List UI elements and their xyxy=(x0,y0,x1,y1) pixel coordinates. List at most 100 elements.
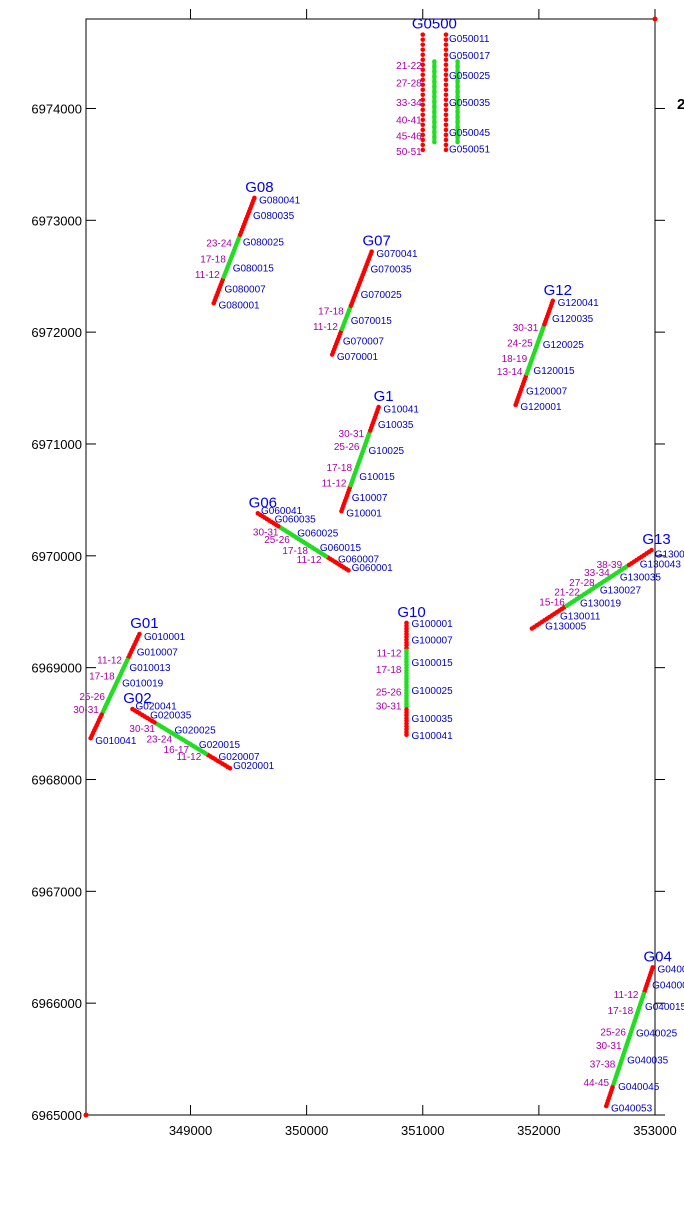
pair-label: 44-45 xyxy=(583,1078,609,1089)
station-label: G020025 xyxy=(175,725,217,736)
grid-station-point xyxy=(432,74,437,79)
grid-station-point xyxy=(455,119,460,125)
grid-station-point xyxy=(455,59,460,64)
grid-station-point xyxy=(455,64,460,69)
grid-station-point xyxy=(443,72,449,78)
pair-label: 30-31 xyxy=(253,528,279,539)
grid-station-label: G050017 xyxy=(449,51,491,62)
plot-frame xyxy=(85,18,656,1116)
line-g1: G10001 G10007 G10015 G10025 G10035 G10041 11-1… xyxy=(322,388,420,519)
grid-station-point xyxy=(420,97,426,103)
grid-station-point xyxy=(420,67,426,73)
line-name-label: G1 xyxy=(374,388,394,405)
grid-station-point xyxy=(420,57,426,62)
plot-axes: 349000 350000 351000 352000 353000 6965000 696… xyxy=(31,9,677,1138)
grid-station-point xyxy=(432,104,437,110)
station-label: G020035 xyxy=(150,711,192,722)
grid-station-point xyxy=(432,139,437,145)
station-label: G130011 xyxy=(560,612,601,623)
y-tick-label: 6973000 xyxy=(31,213,82,228)
station-label: G060041 xyxy=(261,506,303,517)
grid-station-point xyxy=(443,112,449,118)
x-tick-label: 351000 xyxy=(401,1123,444,1138)
grid-station-point xyxy=(455,74,460,79)
station-point xyxy=(649,547,654,553)
grid-station-point xyxy=(455,139,460,145)
grid-station-point xyxy=(443,122,449,128)
line-name-label: G07 xyxy=(362,233,390,250)
y-tick-label: 6967000 xyxy=(31,884,82,899)
line-name-label: G04 xyxy=(643,948,671,965)
x-tick-label: 349000 xyxy=(169,1123,212,1138)
station-label: G10015 xyxy=(359,472,395,483)
y-tick-label: 6974000 xyxy=(31,101,82,116)
pair-label: 21-22 xyxy=(554,588,580,599)
pair-label: 17-18 xyxy=(282,546,308,557)
grid-station-point xyxy=(420,62,426,68)
grid-station-point xyxy=(455,104,460,110)
station-label: G120001 xyxy=(520,402,562,413)
station-label: G040025 xyxy=(636,1029,678,1040)
grid-station-point xyxy=(420,77,426,83)
y-tick-label: 6970000 xyxy=(31,549,82,564)
grid-pair-label: 45-46 xyxy=(396,131,422,142)
pair-label: 25-26 xyxy=(334,442,360,453)
station-point xyxy=(404,732,409,738)
grid-station-point xyxy=(443,92,449,98)
grid-station-point xyxy=(420,32,426,37)
station-label: G070025 xyxy=(361,290,403,301)
pair-label: 16-17 xyxy=(164,745,190,756)
station-label: G020001 xyxy=(233,761,275,772)
grid-station-point xyxy=(420,72,426,78)
grid-station-point xyxy=(443,97,449,103)
station-label: G070015 xyxy=(351,316,393,327)
grid-station-point xyxy=(455,129,460,135)
grid-station-point xyxy=(420,127,426,133)
line-name-label: G10 xyxy=(397,604,425,621)
line-name-label: G08 xyxy=(245,179,273,196)
grid-station-point xyxy=(432,114,437,120)
pair-label: 38-39 xyxy=(597,560,623,571)
grid-station-point xyxy=(432,79,437,84)
grid-station-label: G050051 xyxy=(449,145,491,156)
grid-station-point xyxy=(432,59,437,64)
station-label: G10035 xyxy=(378,420,414,431)
grid-station-point xyxy=(432,64,437,69)
y-tick-label: 6966000 xyxy=(31,996,82,1011)
station-label: G080007 xyxy=(225,285,267,296)
grid-pair-label: 50-51 xyxy=(396,147,422,158)
grid-station-point xyxy=(420,52,426,57)
station-label: G04000 xyxy=(652,981,684,992)
station-label: G020007 xyxy=(218,752,260,763)
station-label: G130027 xyxy=(600,585,642,596)
pair-label: 17-18 xyxy=(608,1006,634,1017)
station-label: G130035 xyxy=(620,572,662,583)
grid-station-point xyxy=(443,77,449,83)
pair-label: 30-31 xyxy=(73,705,99,716)
pair-label: 11-12 xyxy=(195,270,220,281)
station-label: G060001 xyxy=(352,563,394,574)
station-label: G080035 xyxy=(253,211,295,222)
grid-station-point xyxy=(443,102,449,108)
station-label: G100035 xyxy=(411,714,453,725)
grid-station-point xyxy=(432,134,437,140)
station-point xyxy=(603,1103,609,1109)
grid-station-point xyxy=(432,69,437,74)
grid-station-point xyxy=(443,127,449,133)
station-point xyxy=(376,404,381,410)
pair-label: 11-12 xyxy=(297,555,322,566)
grid-station-point xyxy=(420,142,426,148)
grid-station-label: G050011 xyxy=(449,34,490,45)
pair-label: 27-28 xyxy=(569,578,595,589)
pair-label: 11-12 xyxy=(377,648,402,659)
line-name-label: G12 xyxy=(544,282,572,299)
grid-pair-label: 27-28 xyxy=(396,79,422,90)
grid-station-point xyxy=(443,117,449,123)
y-tick-label: 6971000 xyxy=(31,437,82,452)
station-label: G100015 xyxy=(411,658,453,669)
station-label: G070035 xyxy=(370,264,412,275)
pair-label: 30-31 xyxy=(376,701,402,712)
